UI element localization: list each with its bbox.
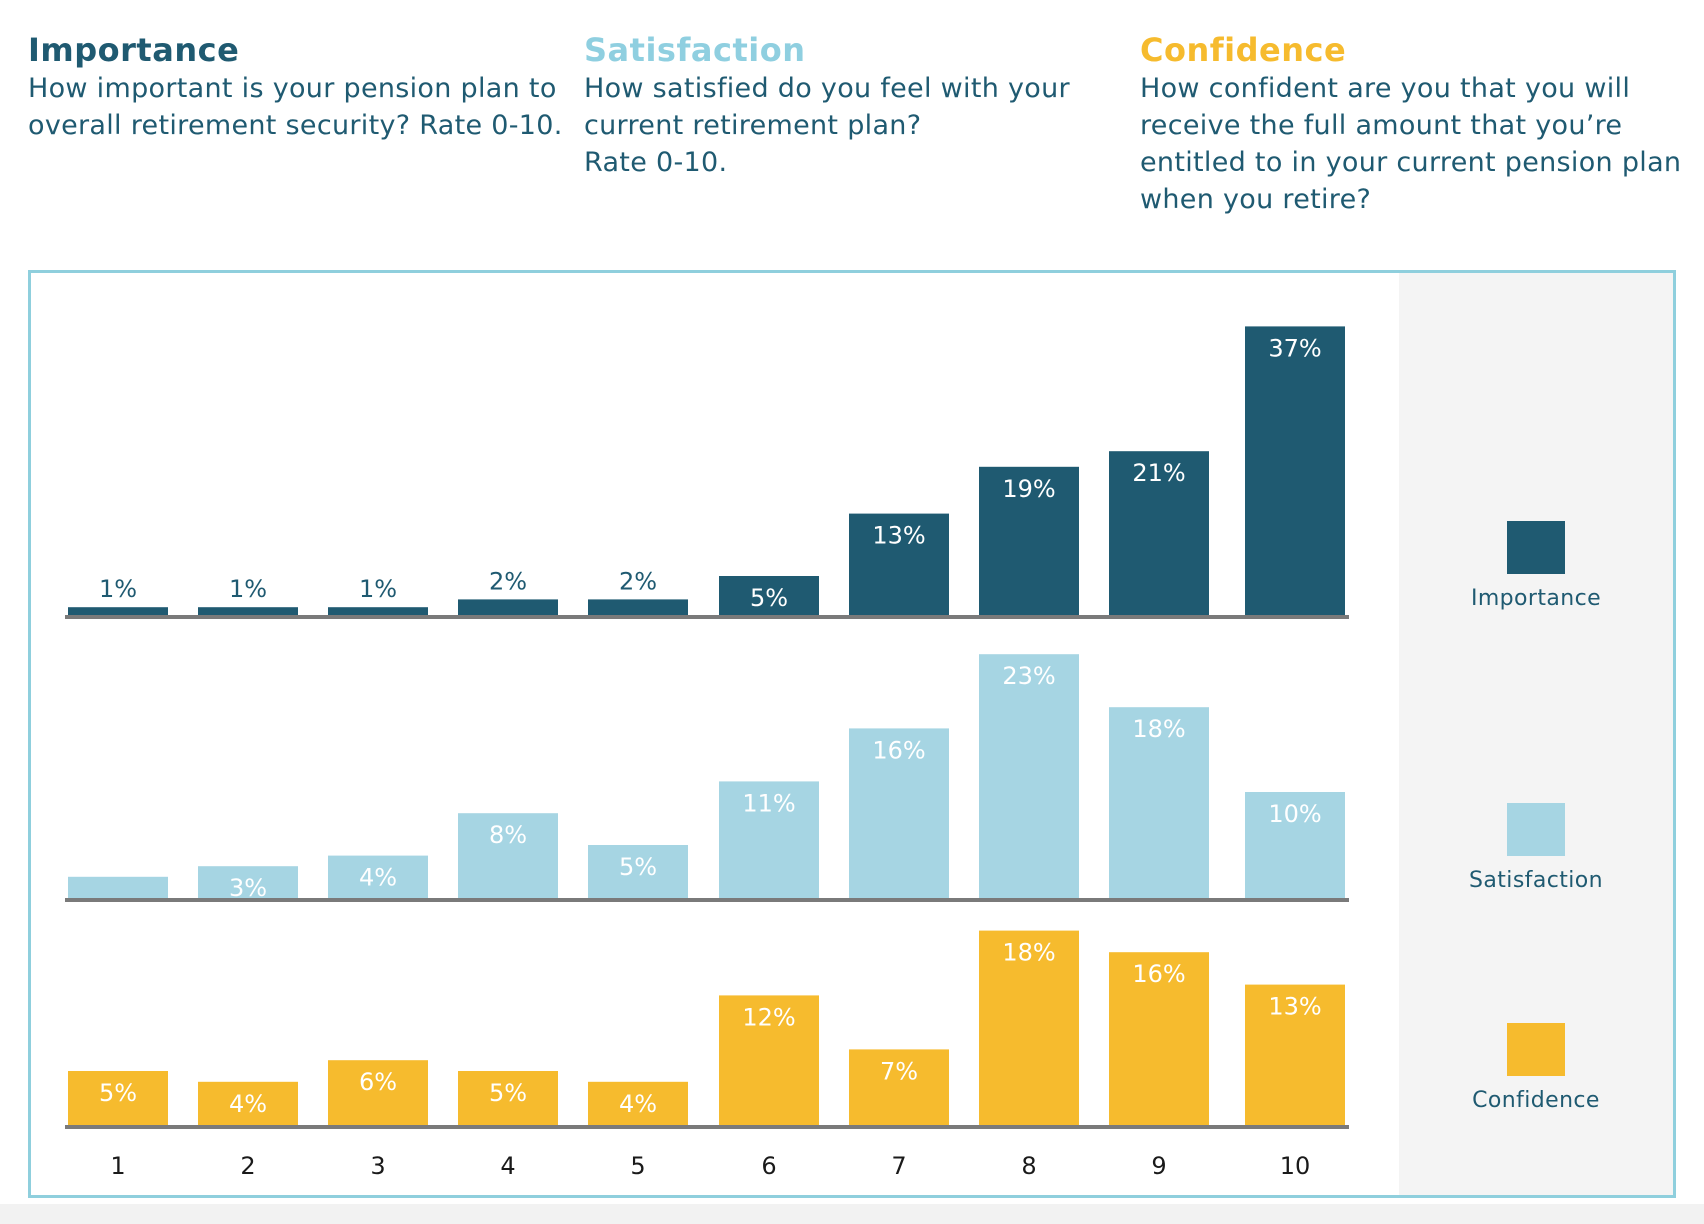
satisfaction-question-line: current retirement plan? <box>584 110 922 141</box>
x-tick-label-4: 4 <box>500 1152 515 1180</box>
confidence-question-line: How confident are you that you will <box>1140 73 1631 104</box>
importance-question-line: How important is your pension plan to <box>28 73 557 104</box>
data-label-satisfaction-3: 4% <box>359 864 397 892</box>
legend-swatch-confidence <box>1507 1023 1565 1076</box>
legend-item-confidence: Confidence <box>1399 1023 1673 1113</box>
x-tick-label-2: 2 <box>240 1152 255 1180</box>
bar-confidence-10 <box>1245 984 1345 1125</box>
bar-importance-7 <box>849 513 949 615</box>
x-tick-label-6: 6 <box>761 1152 776 1180</box>
bar-confidence-8 <box>979 930 1079 1125</box>
bar-confidence-5 <box>588 1081 688 1125</box>
bar-importance-6 <box>719 576 819 615</box>
data-label-importance-9: 21% <box>1132 459 1185 487</box>
data-label-confidence-5: 4% <box>619 1090 657 1118</box>
data-label-confidence-9: 16% <box>1132 960 1185 988</box>
bar-satisfaction-8 <box>979 654 1079 898</box>
legend-swatch-satisfaction <box>1507 803 1565 856</box>
bar-satisfaction-7 <box>849 728 949 898</box>
data-label-importance-10: 37% <box>1268 334 1321 362</box>
satisfaction-title: Satisfaction <box>584 31 806 69</box>
data-label-confidence-3: 6% <box>359 1068 397 1096</box>
legend: Importance Satisfaction Confidence <box>1399 273 1673 1195</box>
data-label-satisfaction-10: 10% <box>1268 800 1321 828</box>
confidence-question-line: when you retire? <box>1140 184 1372 215</box>
bar-importance-10 <box>1245 326 1345 615</box>
bar-confidence-4 <box>458 1071 558 1125</box>
legend-item-satisfaction: Satisfaction <box>1399 803 1673 893</box>
bar-importance-5 <box>588 599 688 615</box>
data-label-confidence-6: 12% <box>742 1003 795 1031</box>
bar-importance-8 <box>979 466 1079 615</box>
data-label-importance-3: 1% <box>359 575 397 603</box>
x-tick-label-1: 1 <box>110 1152 125 1180</box>
legend-label-satisfaction: Satisfaction <box>1469 868 1603 893</box>
data-label-importance-7: 13% <box>872 522 925 550</box>
bar-confidence-7 <box>849 1049 949 1125</box>
x-tick-label-10: 10 <box>1280 1152 1311 1180</box>
importance-question-line: overall retirement security? Rate 0-10. <box>28 110 563 141</box>
confidence-title: Confidence <box>1140 31 1347 69</box>
bar-confidence-3 <box>328 1060 428 1125</box>
data-label-importance-6: 5% <box>750 584 788 612</box>
bar-satisfaction-9 <box>1109 707 1209 898</box>
x-tick-label-3: 3 <box>370 1152 385 1180</box>
data-label-importance-5: 2% <box>619 567 657 595</box>
data-label-confidence-1: 5% <box>99 1079 137 1107</box>
data-label-importance-8: 19% <box>1002 475 1055 503</box>
satisfaction-question-line: Rate 0-10. <box>584 147 728 178</box>
data-label-satisfaction-2: 3% <box>229 874 267 902</box>
bar-confidence-1 <box>68 1071 168 1125</box>
bar-importance-9 <box>1109 451 1209 615</box>
bar-importance-4 <box>458 599 558 615</box>
legend-item-importance: Importance <box>1399 521 1673 611</box>
data-label-confidence-10: 13% <box>1268 993 1321 1021</box>
legend-swatch-importance <box>1507 521 1565 574</box>
satisfaction-question-line: How satisfied do you feel with your <box>584 73 1070 104</box>
confidence-question-line: receive the full amount that you’re <box>1140 110 1623 141</box>
bar-confidence-9 <box>1109 952 1209 1125</box>
bar-importance-3 <box>328 607 428 615</box>
chart-frame: 1% 1% 1% 2% 2% 5% 13% 19% 21% 37% 2% 3% 4% 8% 5% 11% 16%… <box>28 270 1676 1198</box>
importance-title: Importance <box>28 31 240 69</box>
data-label-importance-4: 2% <box>489 567 527 595</box>
bar-satisfaction-5 <box>588 845 688 898</box>
bar-chart: 1% 1% 1% 2% 2%5%13%19%21%37%2%3% 4%8%5%11%16%… <box>65 326 1349 1180</box>
x-tick-label-8: 8 <box>1021 1152 1036 1180</box>
satisfaction-header: Satisfaction How satisfied do you feel w… <box>584 30 1124 181</box>
confidence-question-line: entitled to in your current pension plan <box>1140 147 1682 178</box>
data-label-satisfaction-1: 2% <box>99 845 137 873</box>
legend-label-importance: Importance <box>1470 586 1602 611</box>
data-label-satisfaction-6: 11% <box>742 789 795 817</box>
data-label-confidence-2: 4% <box>229 1090 267 1118</box>
bar-importance-2 <box>198 607 298 615</box>
confidence-header: Confidence How confident are you that yo… <box>1140 30 1700 218</box>
bar-satisfaction-2 <box>198 866 298 898</box>
bar-satisfaction-10 <box>1245 792 1345 898</box>
x-tick-label-5: 5 <box>630 1152 645 1180</box>
bar-satisfaction-6 <box>719 781 819 898</box>
bar-satisfaction-4 <box>458 813 558 898</box>
data-label-confidence-4: 5% <box>489 1079 527 1107</box>
legend-label-confidence: Confidence <box>1472 1088 1600 1113</box>
importance-header: Importance How important is your pension… <box>28 30 568 144</box>
bar-confidence-2 <box>198 1081 298 1125</box>
data-label-satisfaction-5: 5% <box>619 853 657 881</box>
bar-satisfaction-3 <box>328 855 428 898</box>
data-label-importance-1: 1% <box>99 575 137 603</box>
x-tick-label-9: 9 <box>1151 1152 1166 1180</box>
data-label-confidence-7: 7% <box>880 1057 918 1085</box>
bar-satisfaction-1 <box>68 876 168 898</box>
bar-confidence-6 <box>719 995 819 1125</box>
x-tick-label-7: 7 <box>891 1152 906 1180</box>
data-label-satisfaction-8: 23% <box>1002 662 1055 690</box>
data-label-confidence-8: 18% <box>1002 939 1055 967</box>
data-label-importance-2: 1% <box>229 575 267 603</box>
data-label-satisfaction-4: 8% <box>489 821 527 849</box>
page-footer-strip <box>0 1204 1704 1224</box>
data-label-satisfaction-7: 16% <box>872 736 925 764</box>
data-label-satisfaction-9: 18% <box>1132 715 1185 743</box>
bar-importance-1 <box>68 607 168 615</box>
